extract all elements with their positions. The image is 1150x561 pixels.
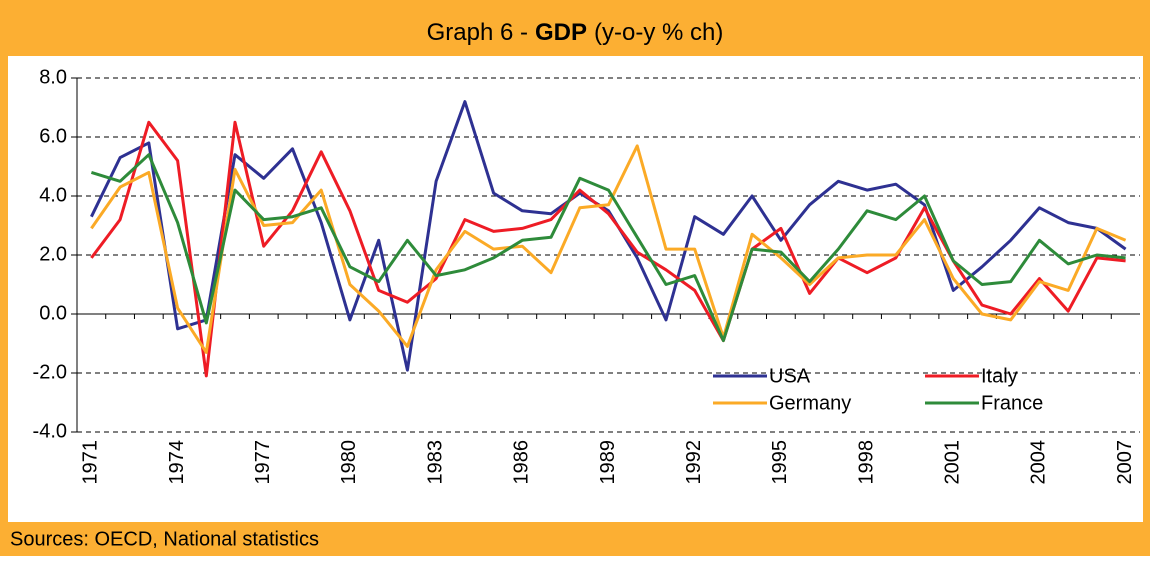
x-tick-label: 1974 bbox=[166, 440, 188, 485]
x-tick-label: 1986 bbox=[511, 440, 533, 485]
title-bold: GDP bbox=[535, 19, 587, 46]
x-tick-label: 1971 bbox=[80, 440, 102, 485]
source-note: Sources: OECD, National statistics bbox=[10, 528, 319, 550]
chart-title: Graph 6 - GDP (y-o-y % ch) bbox=[427, 19, 724, 46]
y-tick-label: 0.0 bbox=[39, 302, 67, 324]
y-tick-label: 2.0 bbox=[39, 243, 67, 265]
x-tick-label: 2004 bbox=[1028, 440, 1050, 485]
y-tick-label: 8.0 bbox=[39, 66, 67, 88]
x-tick-label: 1998 bbox=[855, 440, 877, 485]
y-tick-label: 6.0 bbox=[39, 125, 67, 147]
legend-label: Italy bbox=[981, 365, 1018, 387]
x-tick-label: 1992 bbox=[683, 440, 705, 485]
x-tick-label: 1980 bbox=[338, 440, 360, 485]
x-tick-label: 2001 bbox=[942, 440, 964, 485]
y-tick-label: -2.0 bbox=[33, 361, 67, 383]
title-prefix: Graph 6 - bbox=[427, 19, 528, 46]
y-tick-label: 4.0 bbox=[39, 184, 67, 206]
legend-label: USA bbox=[769, 365, 811, 387]
y-tick-label: -4.0 bbox=[33, 420, 67, 442]
legend-label: Germany bbox=[769, 392, 851, 414]
x-tick-label: 2007 bbox=[1114, 440, 1136, 485]
series-line bbox=[90, 153, 1126, 343]
series-line bbox=[90, 144, 1127, 354]
x-tick-label: 1995 bbox=[769, 440, 791, 485]
series-line bbox=[90, 100, 1127, 372]
x-tick-label: 1977 bbox=[252, 440, 274, 485]
x-tick-label: 1989 bbox=[597, 440, 619, 485]
legend-label: France bbox=[981, 392, 1043, 414]
x-tick-label: 1983 bbox=[424, 440, 446, 485]
title-suffix: (y-o-y % ch) bbox=[594, 19, 723, 46]
